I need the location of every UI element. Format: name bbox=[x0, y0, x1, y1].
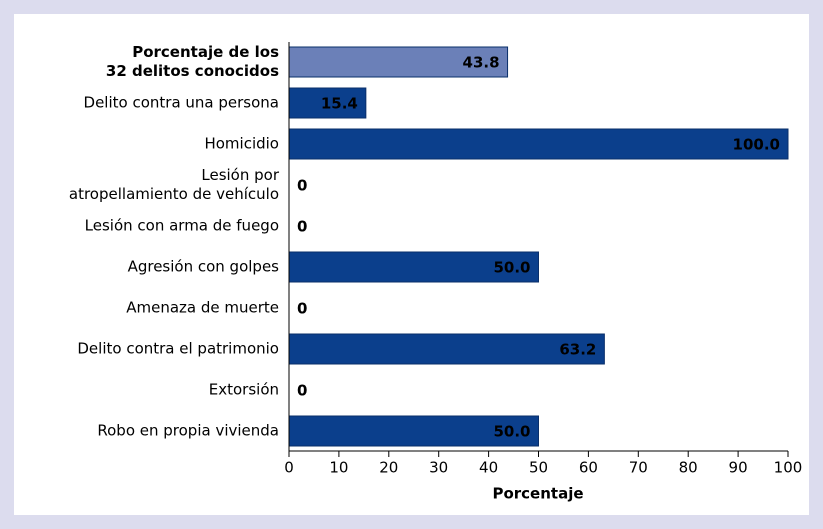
y-tick-label: Lesión con arma de fuego bbox=[85, 217, 279, 235]
value-label: 63.2 bbox=[559, 341, 596, 359]
x-tick-label: 0 bbox=[284, 459, 294, 477]
x-axis-label: Porcentaje bbox=[492, 485, 583, 503]
y-tick-label: Robo en propia vivienda bbox=[97, 422, 279, 440]
value-label: 100.0 bbox=[733, 136, 780, 154]
bar bbox=[288, 46, 509, 78]
bar bbox=[288, 333, 605, 365]
x-tick-label: 30 bbox=[429, 459, 448, 477]
x-tick-label: 20 bbox=[379, 459, 398, 477]
y-tick-label: 32 delitos conocidos bbox=[106, 62, 279, 80]
value-label: 43.8 bbox=[463, 54, 500, 72]
value-label: 0 bbox=[297, 300, 307, 318]
bar bbox=[288, 251, 539, 283]
x-tick-label: 10 bbox=[329, 459, 348, 477]
value-label: 0 bbox=[297, 382, 307, 400]
x-tick-label: 100 bbox=[774, 459, 803, 477]
x-tick-label: 50 bbox=[529, 459, 548, 477]
value-label: 50.0 bbox=[493, 259, 530, 277]
value-label: 0 bbox=[297, 218, 307, 236]
y-tick-label: Porcentaje de los bbox=[132, 43, 279, 61]
y-tick-label: atropellamiento de vehículo bbox=[69, 185, 279, 203]
x-tick-label: 70 bbox=[629, 459, 648, 477]
x-tick-label: 90 bbox=[729, 459, 748, 477]
y-tick-label: Extorsión bbox=[209, 381, 279, 399]
y-tick-label: Homicidio bbox=[204, 135, 279, 153]
x-tick-label: 80 bbox=[679, 459, 698, 477]
value-label: 15.4 bbox=[321, 95, 358, 113]
y-tick-label: Agresión con golpes bbox=[128, 258, 280, 276]
y-tick-label: Delito contra una persona bbox=[84, 94, 279, 112]
value-label: 50.0 bbox=[493, 423, 530, 441]
x-tick-label: 60 bbox=[579, 459, 598, 477]
x-tick-label: 40 bbox=[479, 459, 498, 477]
bar bbox=[288, 128, 789, 160]
value-label: 0 bbox=[297, 177, 307, 195]
y-tick-label: Delito contra el patrimonio bbox=[77, 340, 279, 358]
y-tick-label: Amenaza de muerte bbox=[126, 299, 279, 317]
y-tick-label: Lesión por bbox=[201, 166, 279, 184]
